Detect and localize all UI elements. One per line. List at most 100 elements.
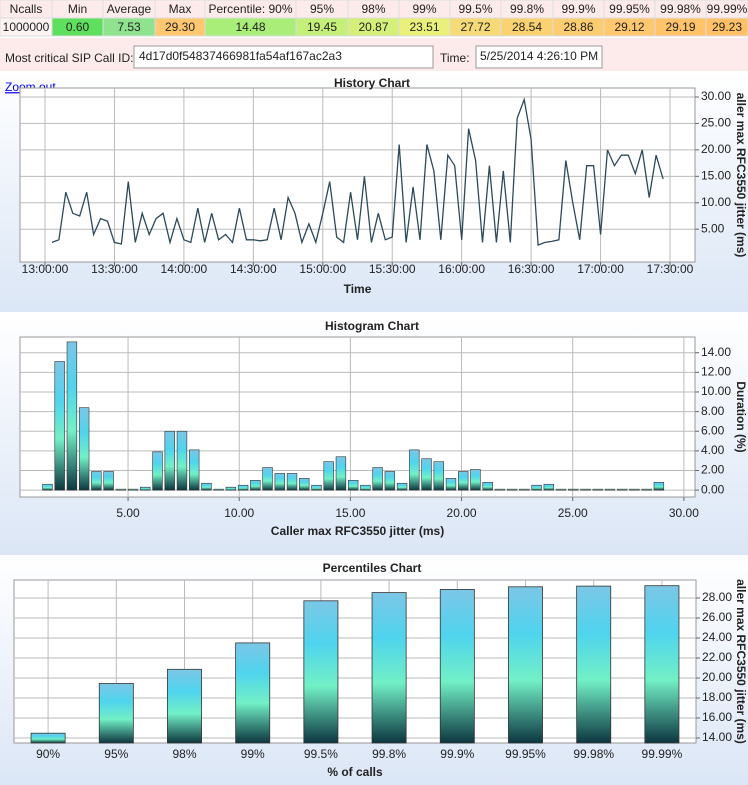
- x-axis-title: % of calls: [327, 765, 383, 779]
- x-tick-label: 15:00:00: [299, 262, 346, 276]
- chart-title: History Chart: [334, 76, 410, 90]
- histogram-bar: [555, 488, 567, 491]
- y-tick-label: 8.00: [701, 404, 725, 418]
- header-text: 99.95%: [609, 2, 650, 16]
- header-text: Average: [107, 2, 152, 16]
- histogram-bar: [311, 484, 322, 491]
- x-tick-label: 13:00:00: [22, 262, 69, 276]
- histogram-bar: [409, 449, 420, 491]
- histogram-bar: [482, 481, 493, 491]
- x-tick-label: 15.00: [335, 506, 365, 520]
- x-tick-label: 95%: [104, 747, 128, 761]
- value-text: 19.45: [307, 20, 337, 34]
- histogram-bar: [140, 486, 151, 491]
- header-text: Min: [68, 2, 87, 16]
- y-tick-label: 18.00: [702, 690, 732, 704]
- time-label: Time:: [440, 51, 470, 65]
- histogram-bar: [396, 482, 408, 491]
- histogram-bar: [91, 471, 102, 491]
- y-tick-label: 15.00: [701, 168, 731, 182]
- y-tick-label: 10.00: [701, 384, 731, 398]
- x-tick-label: 99.9%: [440, 747, 474, 761]
- header-text: 99.99%: [707, 2, 748, 16]
- histogram-bar: [347, 480, 359, 491]
- x-tick-label: 98%: [172, 747, 196, 761]
- y-axis-title: aller max RFC3550 jitter (ms): [734, 579, 748, 744]
- x-tick-label: 10.00: [224, 506, 254, 520]
- histogram-bar: [189, 449, 200, 491]
- header-text: 98%: [361, 2, 385, 16]
- histogram-bar: [127, 488, 139, 491]
- histogram-bar: [568, 488, 579, 491]
- time-input[interactable]: [475, 45, 603, 69]
- x-tick-label: 5.00: [116, 506, 140, 520]
- plot-area: [19, 87, 696, 263]
- x-tick-label: 99.95%: [505, 747, 546, 761]
- header-text: 95%: [310, 2, 334, 16]
- y-tick-label: 26.00: [702, 610, 732, 624]
- histogram-bar: [78, 407, 90, 491]
- value-text: 1000000: [3, 20, 50, 34]
- x-tick-label: 25.00: [558, 506, 588, 520]
- header-text: 99%: [412, 2, 436, 16]
- histogram-bar: [103, 471, 114, 491]
- y-tick-label: 10.00: [701, 195, 731, 209]
- percentile-bar: [644, 585, 680, 744]
- x-tick-label: 17:30:00: [647, 262, 694, 276]
- histogram-bar: [384, 471, 396, 491]
- x-tick-label: 14:30:00: [230, 262, 277, 276]
- y-tick-label: 6.00: [701, 423, 725, 437]
- x-tick-label: 99.98%: [573, 747, 614, 761]
- histogram-bar: [250, 480, 261, 491]
- histogram-bar: [372, 467, 383, 491]
- histogram-bar: [54, 361, 65, 491]
- histogram-bar: [323, 461, 334, 491]
- histogram-bar: [213, 488, 224, 491]
- history-line: [51, 97, 664, 247]
- histogram-bar: [152, 451, 163, 491]
- histogram-bar: [531, 484, 542, 491]
- chart-title: Percentiles Chart: [323, 561, 422, 575]
- histogram-bar: [445, 478, 457, 491]
- histogram-bar: [519, 488, 530, 491]
- histogram-bar: [470, 469, 481, 491]
- value-cell: [705, 17, 748, 37]
- percentile-bar: [235, 642, 271, 744]
- y-axis-title: aller max RFC3550 jitter (ms): [734, 93, 748, 258]
- call-id-value: 4d17d0f54837466981fa54af167ac2a3: [139, 49, 342, 63]
- y-tick-label: 4.00: [701, 443, 725, 457]
- value-text: 23.51: [409, 20, 439, 34]
- histogram-bar: [225, 486, 237, 491]
- histogram-bar: [237, 484, 249, 491]
- y-tick-label: 20.00: [701, 142, 731, 156]
- header-text: 99.5%: [458, 2, 492, 16]
- percentile-bar: [439, 589, 475, 744]
- histogram-bar: [66, 341, 78, 491]
- histogram-bar: [299, 478, 310, 491]
- y-tick-label: 28.00: [702, 590, 732, 604]
- histogram-bar: [335, 456, 347, 491]
- value-text: 7.53: [117, 20, 141, 34]
- x-tick-label: 16:00:00: [438, 262, 485, 276]
- histogram-bar: [604, 488, 616, 491]
- y-tick-label: 24.00: [702, 630, 732, 644]
- x-tick-label: 16:30:00: [508, 262, 555, 276]
- header-text: Ncalls: [10, 2, 43, 16]
- histogram-bar: [543, 483, 555, 491]
- chart-title: Histogram Chart: [325, 319, 419, 333]
- call-id-input[interactable]: [133, 45, 434, 69]
- histogram-bar: [421, 458, 432, 491]
- x-tick-label: 30.00: [669, 506, 699, 520]
- y-tick-label: 14.00: [701, 345, 731, 359]
- x-tick-label: 20.00: [447, 506, 477, 520]
- histogram-bar: [274, 473, 285, 491]
- histogram-bar: [641, 488, 652, 491]
- percentile-bar: [508, 586, 543, 744]
- histogram-bar: [494, 488, 506, 491]
- y-tick-label: 16.00: [702, 710, 732, 724]
- header-text: 99.8%: [510, 2, 544, 16]
- percentile-bar: [30, 732, 66, 744]
- value-text: 28.54: [512, 20, 542, 34]
- value-text: 27.72: [460, 20, 490, 34]
